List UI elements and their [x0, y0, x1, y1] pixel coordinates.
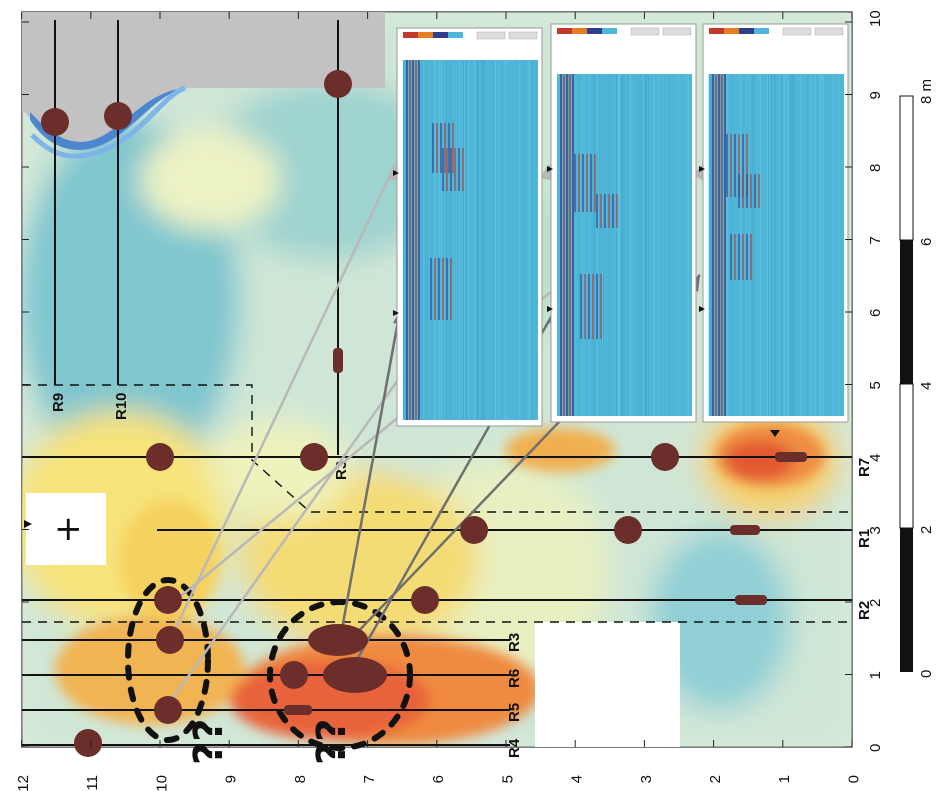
dashed-boundaries	[22, 384, 852, 623]
plus-marker: +	[54, 509, 83, 549]
left-tick-label: 10	[153, 775, 170, 791]
left-axis-labels: 12 11 10 9 8 7 6 5 4 3 2 1 0	[15, 775, 862, 791]
bottom-tick-label: 9	[867, 91, 884, 99]
left-tick-label: 9	[223, 775, 240, 783]
left-tick-label: 4	[569, 775, 586, 783]
left-tick-label: 12	[15, 775, 32, 791]
bottom-tick-label: 2	[867, 599, 884, 607]
radargram-panel	[547, 23, 697, 423]
bottom-tick-label: 1	[867, 671, 884, 679]
scale-bar: 0 2 4 6 8 m	[899, 79, 935, 678]
radargram-panel	[393, 27, 543, 427]
label-r7: R7	[856, 458, 873, 477]
left-tick-label: 5	[499, 775, 516, 783]
left-tick-label: 1	[776, 775, 793, 783]
left-tick-label: 0	[845, 775, 862, 783]
anomaly-markers	[41, 70, 807, 757]
bottom-tick-label: 5	[867, 381, 884, 389]
axis-ticks	[21, 12, 853, 748]
radargram-panel	[699, 23, 849, 423]
bottom-tick-label: 4	[867, 454, 884, 462]
question-mark-center: ??	[309, 719, 355, 765]
marker-triangle-bottom	[770, 430, 780, 437]
bottom-tick-label: 10	[867, 10, 884, 27]
annotation-marks: ?? ?? +	[24, 430, 780, 765]
label-r10: R10	[113, 392, 130, 420]
scale-label-0: 0	[918, 670, 935, 678]
label-r2: R2	[856, 601, 873, 620]
label-r5: R5	[506, 703, 523, 722]
scale-label-6: 6	[918, 238, 935, 246]
label-r4: R4	[506, 738, 523, 758]
bottom-axis-labels: 0 1 2 3 4 5 6 7 8 9 10	[867, 10, 884, 752]
left-tick-label: 3	[638, 775, 655, 783]
line-labels: R4 R5 R6 R3 R2 R1 R7 R9 R10 R3	[50, 392, 873, 758]
left-tick-label: 2	[707, 775, 724, 783]
radargram-panels	[393, 23, 849, 427]
anomaly-outlines	[125, 577, 413, 751]
left-tick-label: 8	[292, 775, 309, 783]
scale-label-2: 2	[918, 526, 935, 534]
label-r3-vertical: R3	[506, 633, 523, 652]
scale-label-4: 4	[918, 382, 935, 390]
bottom-tick-label: 0	[867, 744, 884, 752]
bottom-tick-label: 6	[867, 309, 884, 317]
scale-label-8m: 8 m	[918, 79, 935, 104]
label-r6: R6	[506, 669, 523, 688]
question-mark-left: ??	[186, 719, 232, 765]
label-r1: R1	[856, 529, 873, 548]
bottom-tick-label: 3	[867, 526, 884, 534]
label-r9: R9	[50, 393, 67, 412]
bottom-tick-label: 8	[867, 164, 884, 172]
left-tick-label: 6	[430, 775, 447, 783]
marker-triangle-left	[24, 520, 32, 528]
left-tick-label: 7	[361, 775, 378, 783]
left-tick-label: 11	[84, 775, 101, 791]
bottom-tick-label: 7	[867, 236, 884, 244]
